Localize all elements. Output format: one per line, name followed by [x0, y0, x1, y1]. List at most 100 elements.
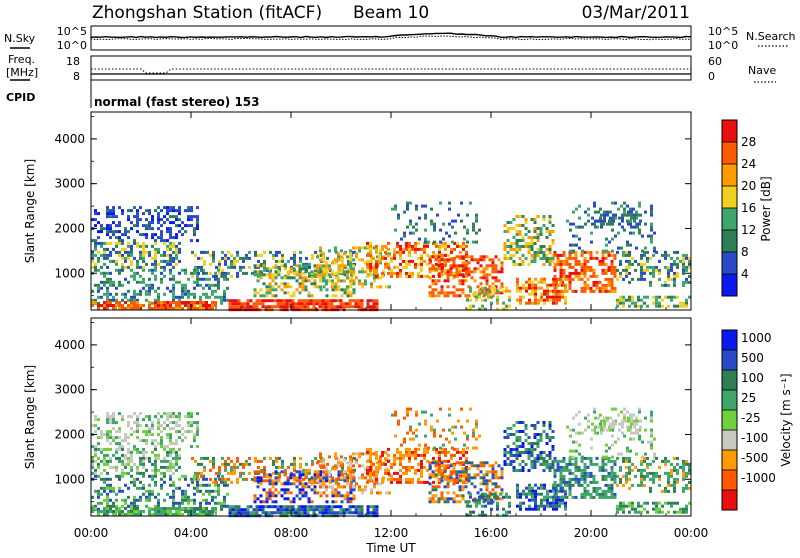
velocity-cell [106, 478, 109, 481]
power-cell [280, 305, 283, 308]
velocity-cell [172, 415, 175, 418]
power-cell [220, 296, 223, 299]
power-cell [600, 214, 603, 217]
velocity-cell [623, 408, 626, 411]
velocity-cell [631, 484, 634, 487]
power-cell [658, 305, 661, 308]
velocity-cell [349, 470, 352, 473]
velocity-cell [650, 447, 653, 450]
power-cell [646, 251, 649, 254]
velocity-cell [247, 511, 250, 514]
power-cell [587, 284, 590, 287]
power-cell [522, 245, 525, 248]
power-cell [505, 287, 508, 290]
velocity-cell [629, 438, 632, 441]
velocity-cell [298, 505, 301, 508]
velocity-cell [160, 424, 163, 427]
power-cell [513, 227, 516, 230]
power-cell [169, 301, 172, 304]
power-cell [184, 290, 187, 293]
power-cell [534, 299, 537, 302]
power-cell [181, 293, 184, 296]
power-cell [163, 221, 166, 224]
velocity-cell [575, 481, 578, 484]
power-cell [414, 242, 417, 245]
power-cell [353, 291, 356, 294]
velocity-cell [136, 472, 139, 475]
power-cell [424, 241, 427, 244]
power-cell [130, 245, 133, 248]
power-cell [408, 272, 411, 275]
power-cell [608, 254, 611, 257]
velocity-cell [480, 464, 483, 467]
power-cell [193, 296, 196, 299]
velocity-cell [106, 430, 109, 433]
power-cell [254, 254, 257, 257]
power-cell [302, 276, 305, 279]
velocity-cell [423, 481, 426, 484]
power-cell [516, 278, 519, 281]
velocity-cell [623, 414, 626, 417]
power-cell [649, 284, 652, 287]
power-cell [277, 302, 280, 305]
velocity-cell [334, 464, 337, 467]
power-cell [148, 254, 151, 257]
velocity-cell [172, 481, 175, 484]
velocity-cell [130, 457, 133, 460]
power-cell [369, 242, 372, 245]
power-cell [214, 284, 217, 287]
velocity-cell [381, 463, 384, 466]
velocity-cell [381, 481, 384, 484]
power-cell [519, 299, 522, 302]
power-cell [525, 245, 528, 248]
power-cell [540, 251, 543, 254]
velocity-cell [519, 439, 522, 442]
velocity-cell [441, 473, 444, 476]
power-cell [322, 267, 325, 270]
velocity-cell [245, 478, 248, 481]
power-cell [178, 304, 181, 307]
velocity-cell [519, 508, 522, 511]
power-cell [406, 208, 409, 211]
velocity-cell [417, 448, 420, 451]
power-cell [522, 296, 525, 299]
power-cell [581, 278, 584, 281]
velocity-cell [148, 490, 151, 493]
power-cell [462, 273, 465, 276]
power-cell [316, 267, 319, 270]
power-cell [106, 230, 109, 233]
velocity-cell [478, 435, 481, 438]
power-cell [457, 214, 460, 217]
power-cell [361, 282, 364, 285]
velocity-cell [346, 491, 349, 494]
velocity-cell [575, 475, 578, 478]
power-cell [480, 276, 483, 279]
velocity-cell [475, 505, 478, 508]
power-cell [226, 278, 229, 281]
velocity-cell [184, 493, 187, 496]
power-cell [106, 301, 109, 304]
power-cell [193, 269, 196, 272]
power-cell [596, 287, 599, 290]
velocity-cell [211, 499, 214, 502]
velocity-cell [349, 464, 352, 467]
velocity-cell [349, 455, 352, 458]
velocity-cell [477, 491, 480, 494]
power-cell [584, 263, 587, 266]
power-cell [281, 282, 284, 285]
velocity-cell [477, 473, 480, 476]
power-cell [127, 236, 130, 239]
velocity-cell [208, 493, 211, 496]
velocity-cell [199, 507, 202, 510]
velocity-cell [142, 454, 145, 457]
velocity-cell [145, 424, 148, 427]
velocity-cell [136, 510, 139, 513]
velocity-cell [590, 457, 593, 460]
power-cell [420, 275, 423, 278]
velocity-cell [242, 472, 245, 475]
velocity-cell [504, 451, 507, 454]
power-cell [466, 214, 469, 217]
power-cell [578, 272, 581, 275]
power-cell [534, 302, 537, 305]
velocity-cell [537, 421, 540, 424]
